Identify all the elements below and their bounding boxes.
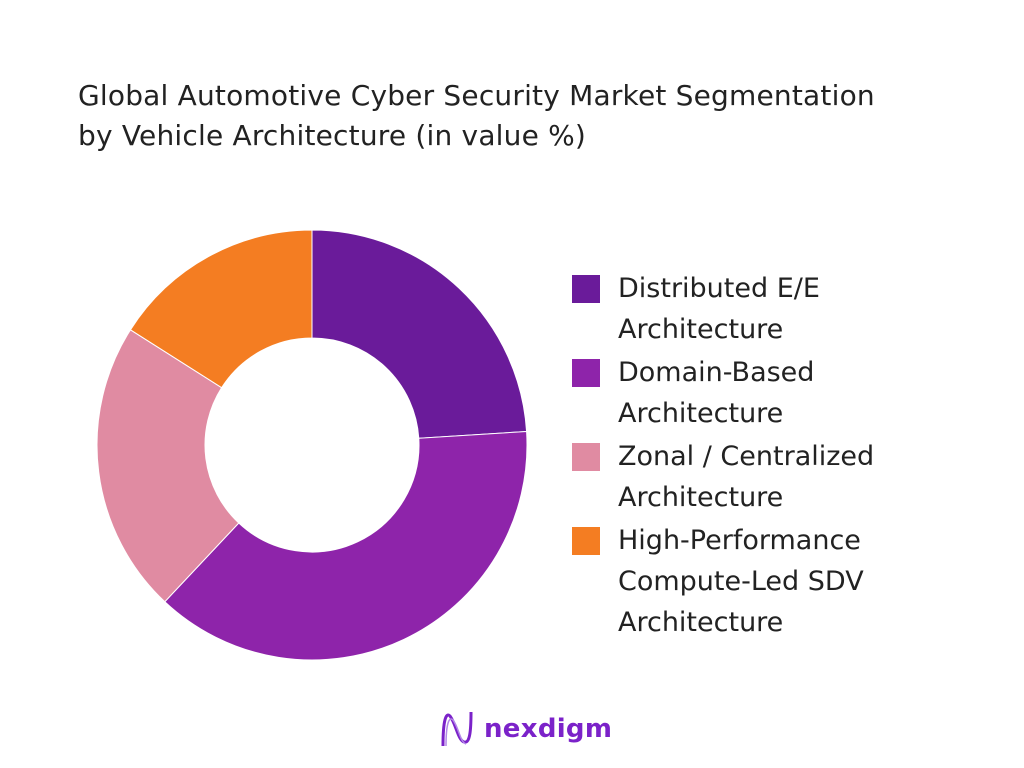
legend-swatch — [572, 359, 600, 387]
legend: Distributed E/E Architecture Domain-Base… — [572, 268, 938, 645]
logo-text: nexdigm — [484, 714, 613, 744]
legend-label: Distributed E/E Architecture — [618, 273, 820, 345]
legend-item-distributed: Distributed E/E Architecture — [572, 268, 938, 350]
slice-distributed — [311, 229, 528, 439]
slice-hpc-sdv — [129, 229, 313, 389]
legend-item-hpc-sdv: High-Performance Compute-Led SDV Archite… — [572, 520, 938, 643]
slice-zonal — [96, 329, 240, 603]
legend-swatch — [572, 527, 600, 555]
legend-item-zonal: Zonal / Centralized Architecture — [572, 436, 938, 518]
nexdigm-wave-icon — [441, 711, 473, 747]
slice-domain-based — [164, 430, 528, 661]
legend-label: Zonal / Centralized Architecture — [618, 441, 875, 513]
legend-label: Domain-Based Architecture — [618, 357, 815, 429]
legend-swatch — [572, 443, 600, 471]
legend-label: High-Performance Compute-Led SDV Archite… — [618, 525, 864, 638]
chart-title-line-2: by Vehicle Architecture (in value %) — [78, 119, 587, 152]
legend-swatch — [572, 275, 600, 303]
legend-item-domain-based: Domain-Based Architecture — [572, 352, 938, 434]
chart-title: Global Automotive Cyber Security Market … — [78, 76, 875, 156]
nexdigm-logo: nexdigm — [440, 710, 612, 748]
chart-title-line-1: Global Automotive Cyber Security Market … — [78, 79, 875, 112]
